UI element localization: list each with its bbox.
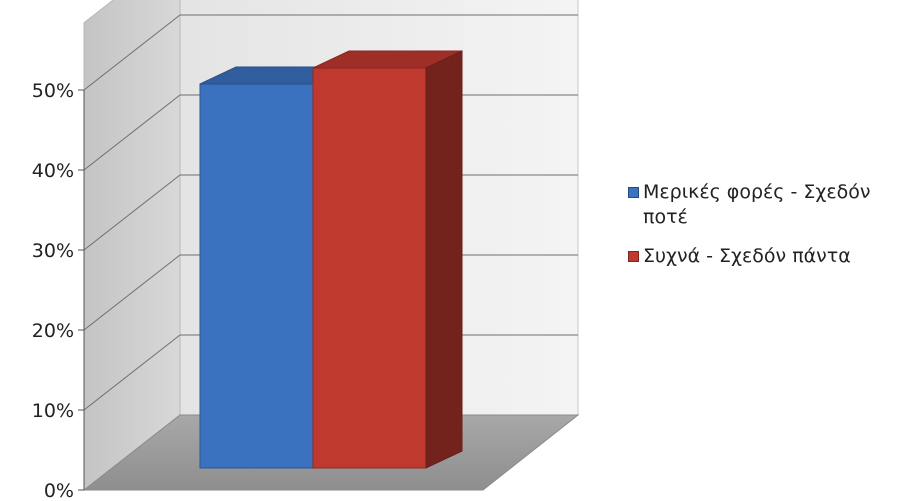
bar-series-2 <box>312 50 463 469</box>
y-tick-label: 40% <box>32 160 74 182</box>
legend: Μερικές φορές - Σχεδόν ποτέ Συχνά - Σχεδ… <box>628 180 913 283</box>
bar-side <box>425 50 463 469</box>
side-wall <box>83 0 181 492</box>
y-tick-label: 10% <box>32 400 74 422</box>
gridline-side <box>83 94 181 171</box>
bar-front <box>199 83 314 469</box>
legend-label-series-2: Συχνά - Σχεδόν πάντα <box>643 245 851 267</box>
legend-label-series-1: Μερικές φορές - Σχεδόν ποτέ <box>643 181 871 228</box>
legend-item-series-1: Μερικές φορές - Σχεδόν ποτέ <box>628 180 913 230</box>
bar-front <box>312 67 427 469</box>
y-tick-label: 50% <box>32 80 74 102</box>
gridline-side <box>83 334 181 411</box>
legend-swatch-series-1 <box>628 187 639 198</box>
y-tick-label: 20% <box>32 320 74 342</box>
gridline-side <box>83 14 181 91</box>
y-tick-label: 30% <box>32 240 74 262</box>
legend-swatch-series-2 <box>628 251 639 262</box>
y-tick-label: 0% <box>44 480 74 501</box>
gridline-side <box>83 174 181 251</box>
gridline-side <box>83 254 181 331</box>
legend-item-series-2: Συχνά - Σχεδόν πάντα <box>628 244 913 269</box>
